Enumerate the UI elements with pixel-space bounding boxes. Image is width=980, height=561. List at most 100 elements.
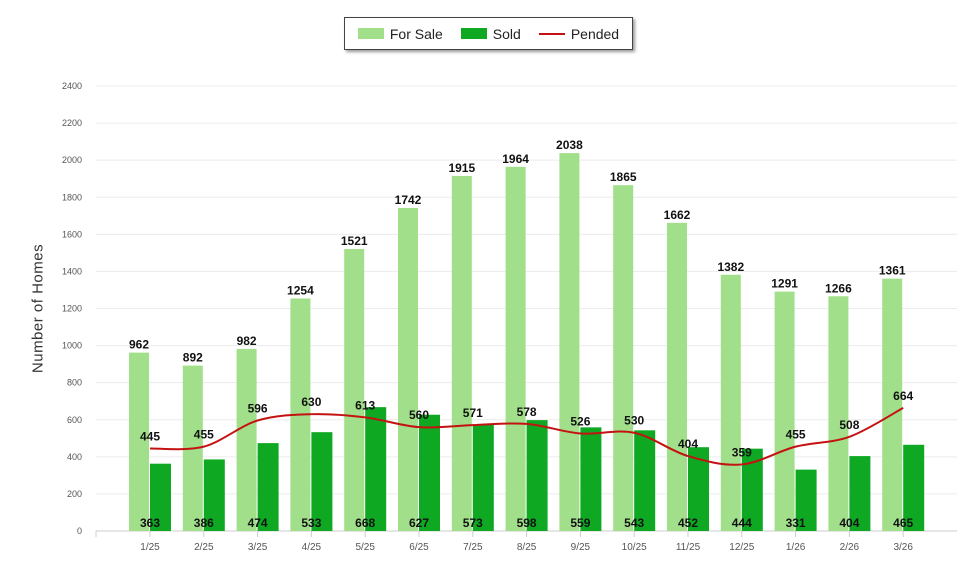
for-sale-data-label: 1915 <box>448 161 475 175</box>
for-sale-data-label: 1382 <box>717 260 744 274</box>
x-tick-label: 12/25 <box>729 542 754 553</box>
pended-data-label: 455 <box>786 428 806 442</box>
for-sale-data-label: 1662 <box>664 208 691 222</box>
pended-data-label: 578 <box>517 405 537 419</box>
for-sale-data-label: 1361 <box>879 264 906 278</box>
sold-data-label: 543 <box>624 516 644 530</box>
sold-bar <box>795 469 817 531</box>
for-sale-data-label: 892 <box>183 351 203 365</box>
x-tick-label: 5/25 <box>355 542 375 553</box>
for-sale-data-label: 1521 <box>341 234 368 248</box>
for-sale-data-label: 1964 <box>502 152 529 166</box>
sold-bar <box>580 427 602 531</box>
for-sale-bar <box>774 291 795 531</box>
for-sale-bar <box>667 222 687 531</box>
sold-data-label: 559 <box>570 516 590 530</box>
sold-bar <box>472 424 494 531</box>
sold-data-label: 668 <box>355 516 375 530</box>
y-tick-label: 1200 <box>62 304 82 314</box>
sold-bar <box>150 463 171 531</box>
pended-data-label: 404 <box>678 437 698 451</box>
y-tick-label: 1400 <box>62 266 82 276</box>
legend-item-pended[interactable]: Pended <box>538 25 620 42</box>
sold-data-label: 465 <box>893 516 913 530</box>
pended-data-label: 359 <box>732 445 752 459</box>
y-tick-label: 1000 <box>62 341 82 351</box>
y-tick-label: 2000 <box>62 155 82 165</box>
x-tick-label: 9/25 <box>571 542 591 553</box>
sold-data-label: 404 <box>839 516 859 530</box>
sold-bar <box>311 432 333 531</box>
sold-bar <box>365 407 387 531</box>
sold-bar <box>903 444 925 531</box>
x-tick-label: 6/25 <box>409 542 429 553</box>
sold-data-label: 363 <box>140 516 160 530</box>
for-sale-bar <box>344 248 365 531</box>
legend: For Sale Sold Pended <box>344 17 633 50</box>
sold-data-label: 474 <box>248 516 268 530</box>
legend-item-sold[interactable]: Sold <box>460 26 521 42</box>
for-sale-bar <box>398 208 418 532</box>
for-sale-bar <box>720 274 741 531</box>
for-sale-bar <box>505 166 526 531</box>
legend-label: Pended <box>570 25 620 42</box>
y-tick-label: 0 <box>77 526 82 536</box>
pended-line-icon <box>538 32 565 35</box>
sold-bar <box>526 420 548 531</box>
y-tick-label: 1800 <box>62 192 82 202</box>
for-sale-data-label: 982 <box>237 334 257 348</box>
y-tick-label: 400 <box>67 452 82 462</box>
sold-bar <box>634 430 656 531</box>
for-sale-data-label: 1742 <box>395 193 422 207</box>
sold-data-label: 627 <box>409 516 429 530</box>
y-tick-label: 2200 <box>62 118 82 128</box>
sold-bar <box>688 447 709 531</box>
pended-data-label: 526 <box>570 414 590 428</box>
sold-data-label: 533 <box>301 516 321 530</box>
pended-data-label: 455 <box>194 428 214 442</box>
x-tick-label: 1/26 <box>786 542 806 553</box>
for-sale-data-label: 1266 <box>825 281 852 295</box>
x-tick-label: 3/26 <box>893 542 913 553</box>
pended-data-label: 445 <box>140 429 160 443</box>
sold-data-label: 386 <box>194 516 214 530</box>
for-sale-data-label: 1291 <box>771 277 798 291</box>
y-tick-label: 2400 <box>62 81 82 91</box>
for-sale-bar <box>828 296 849 531</box>
pended-data-label: 560 <box>409 408 429 422</box>
y-tick-label: 800 <box>67 378 82 388</box>
sold-swatch-icon <box>460 28 487 39</box>
pended-data-label: 530 <box>624 414 644 428</box>
x-tick-label: 10/25 <box>622 542 647 553</box>
x-tick-label: 7/25 <box>463 542 483 553</box>
x-tick-label: 2/26 <box>840 542 860 553</box>
pended-data-label: 613 <box>355 398 375 412</box>
for-sale-data-label: 2038 <box>556 138 583 152</box>
x-tick-label: 4/25 <box>302 542 322 553</box>
pended-data-label: 571 <box>463 406 483 420</box>
x-tick-label: 2/25 <box>194 542 214 553</box>
for-sale-swatch-icon <box>357 28 384 39</box>
sold-data-label: 331 <box>786 516 806 530</box>
y-tick-label: 1600 <box>62 229 82 239</box>
for-sale-bar <box>613 185 634 531</box>
for-sale-bar <box>236 348 257 531</box>
for-sale-bar <box>559 153 580 531</box>
for-sale-bar <box>882 278 903 531</box>
x-tick-label: 11/25 <box>676 542 701 553</box>
legend-item-for-sale[interactable]: For Sale <box>357 26 443 42</box>
sold-data-label: 573 <box>463 516 483 530</box>
pended-data-label: 508 <box>839 418 859 432</box>
sold-bar <box>849 456 871 531</box>
sold-bar <box>419 414 440 531</box>
sold-bar <box>741 448 763 531</box>
sold-data-label: 598 <box>517 516 537 530</box>
x-tick-label: 1/25 <box>140 542 160 553</box>
pended-data-label: 664 <box>893 389 913 403</box>
pended-data-label: 630 <box>301 395 321 409</box>
for-sale-bar <box>451 175 472 532</box>
y-tick-label: 200 <box>67 489 82 499</box>
x-tick-label: 3/25 <box>248 542 268 553</box>
